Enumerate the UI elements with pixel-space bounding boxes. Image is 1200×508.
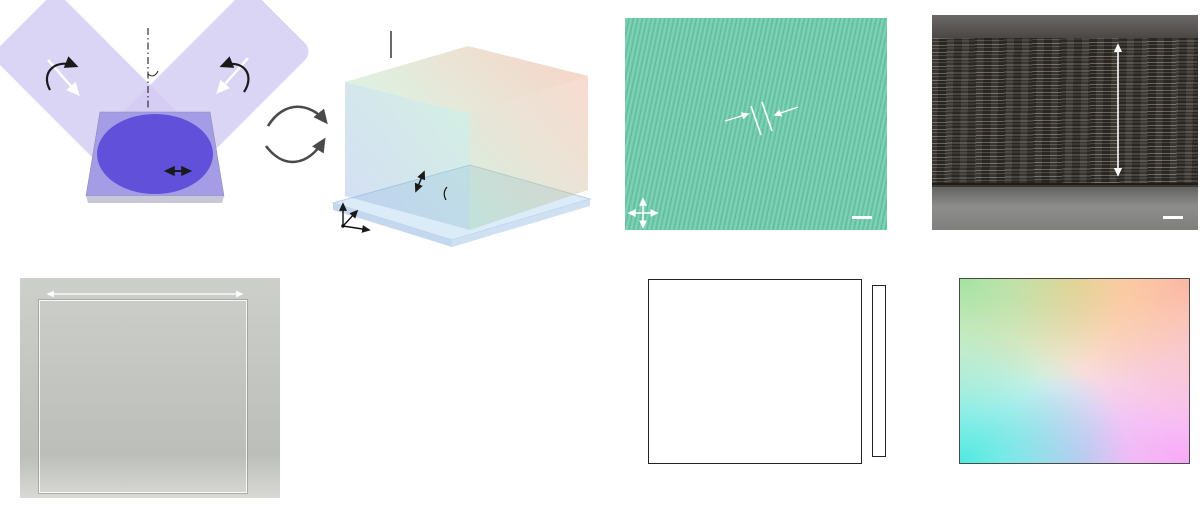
half-pitch-arrow (414, 170, 426, 193)
coordinate-axes (339, 202, 371, 233)
right-beam-arrow-icon (216, 57, 249, 95)
panel-b-micrograph (625, 18, 887, 230)
hologram-sample (85, 111, 225, 203)
sem-glass-region (932, 187, 1198, 230)
panel-c-annotations (1113, 43, 1123, 177)
pitch-arrow-left-icon (724, 112, 750, 122)
cielab-scatter-svg (960, 279, 1191, 465)
colorbar-canvas (872, 285, 886, 457)
pitch-mark-slash (750, 105, 762, 136)
alpha-mapping-arrow-icon (264, 137, 326, 164)
scale-bar (1163, 216, 1183, 219)
panel-f-heatmap (600, 252, 910, 508)
sem-top-region (932, 15, 1198, 38)
panel-g-colorspace (915, 252, 1200, 508)
beta-angle-arc (147, 70, 159, 77)
scale-bar (852, 216, 872, 219)
pitch-arrow-right-icon (773, 106, 799, 117)
cielab-plot-area (959, 278, 1190, 464)
slant-angle-arc (443, 186, 448, 201)
pitch-mark-slash (761, 101, 773, 132)
panel-d-annotations (46, 290, 244, 298)
slanted-bragg-structure (331, 46, 592, 247)
pitch-mapping-arrow-icon (266, 105, 328, 127)
panel-a-schematic (0, 0, 592, 247)
panel-b-annotations (627, 101, 799, 229)
transmission-heatmap-canvas (648, 279, 862, 464)
left-beam-arrow-icon (47, 59, 80, 97)
left-cp-rotation-icon (45, 56, 79, 91)
transparent-film-frame (39, 300, 247, 493)
panel-c-sem (932, 15, 1198, 230)
right-cp-rotation-icon (219, 56, 250, 93)
sem-film-layers (932, 38, 1198, 185)
panel-d-photo (20, 278, 280, 498)
panel-e-polar-plot (310, 252, 600, 508)
